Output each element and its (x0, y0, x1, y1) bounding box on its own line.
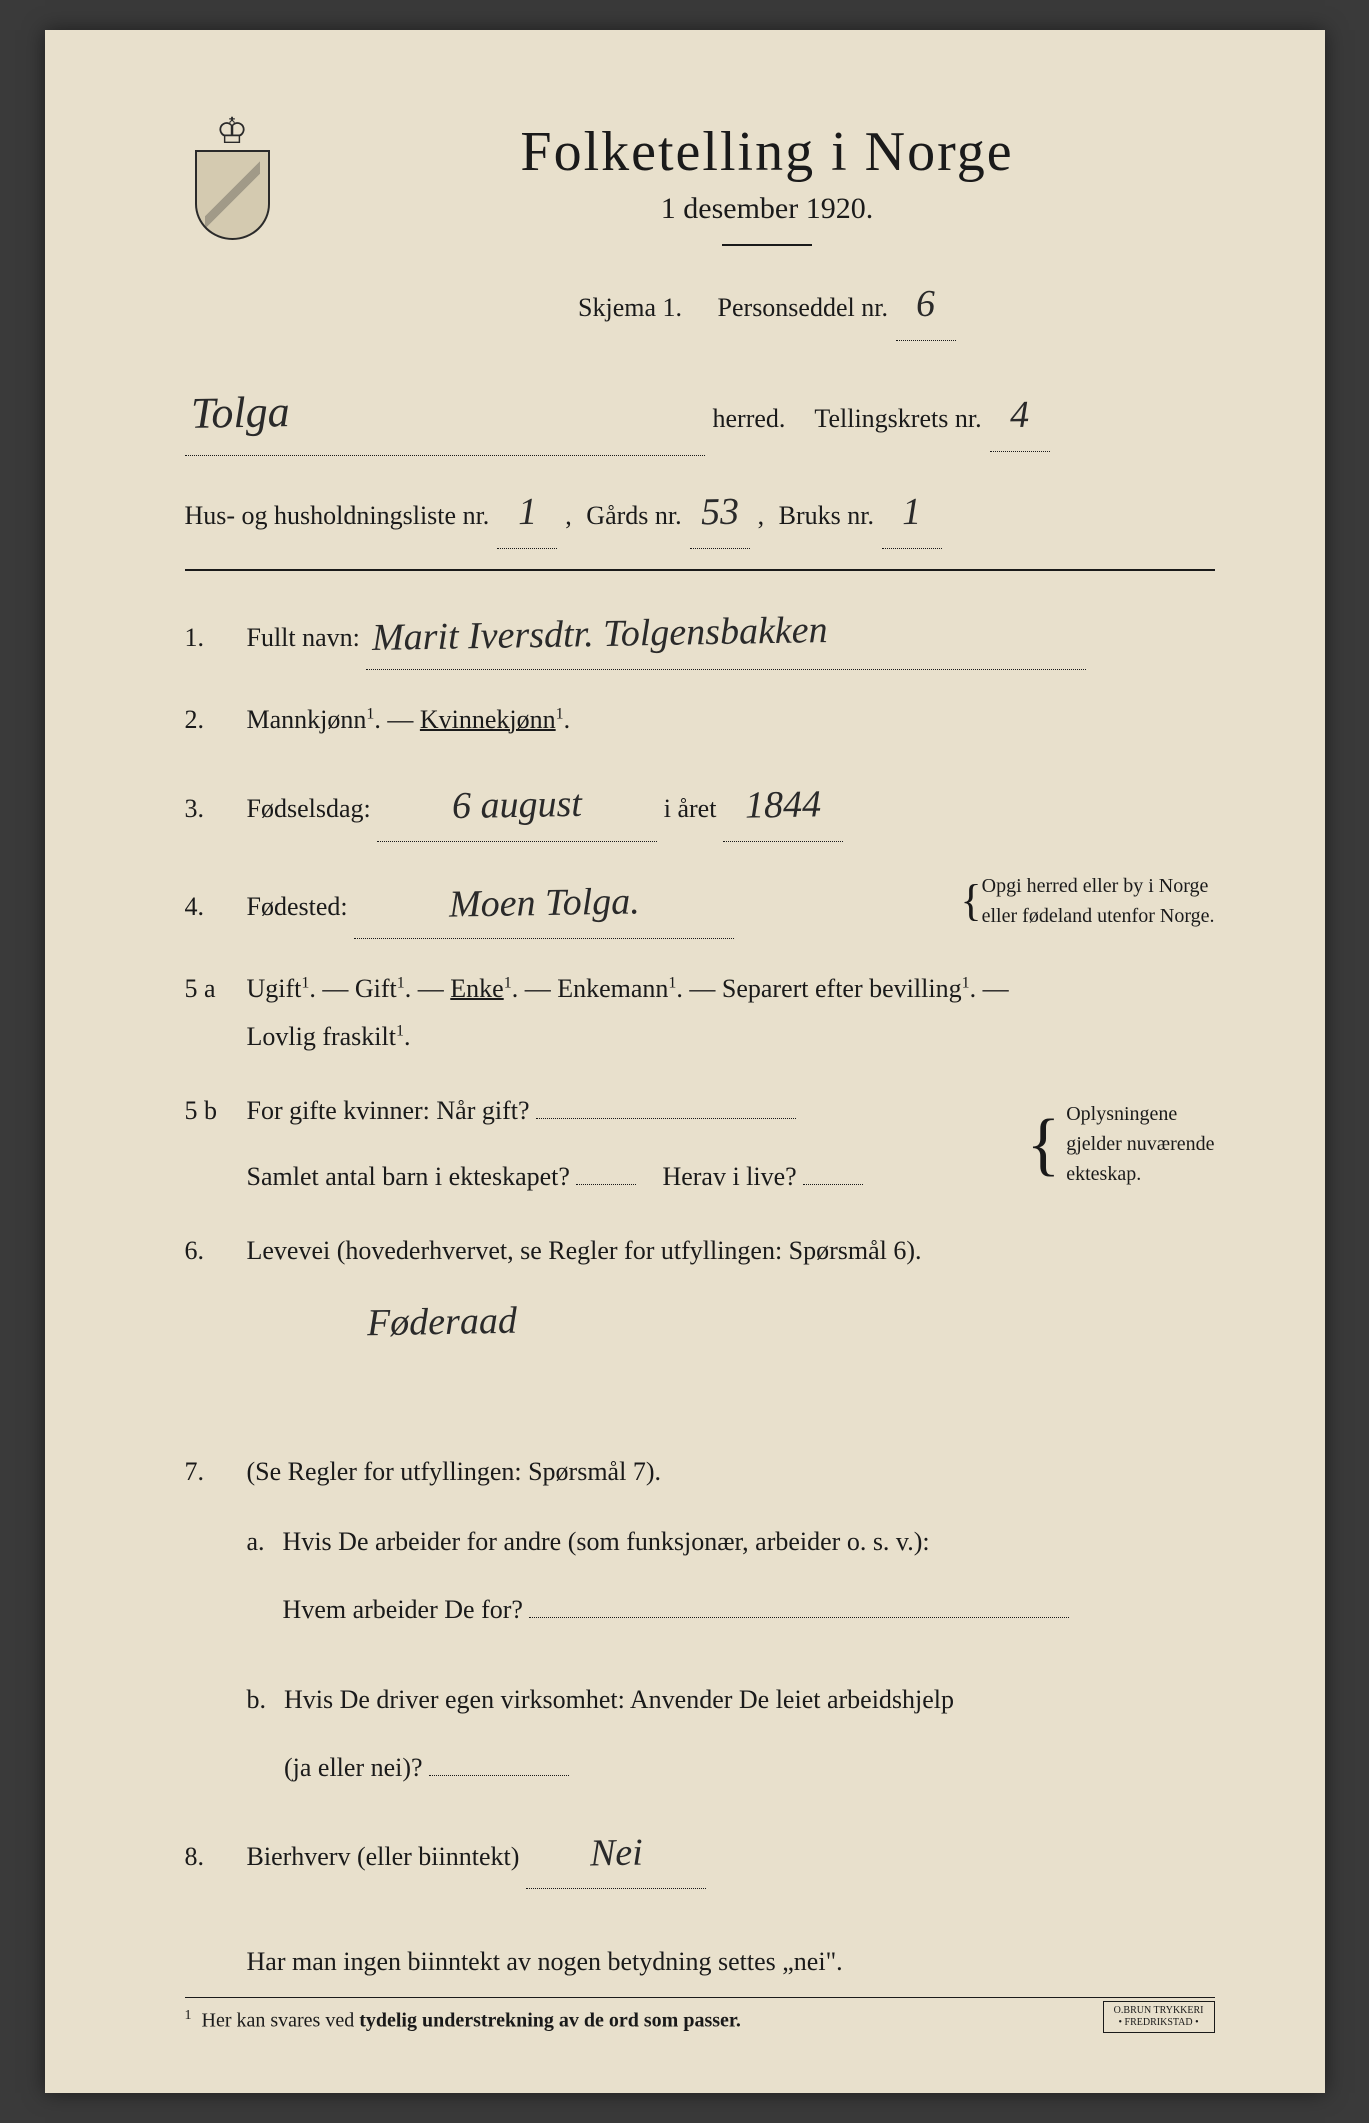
gards-value: 53 (700, 475, 739, 548)
slip-label: Personseddel nr. (718, 283, 888, 332)
q5b-label3: Herav i live? (662, 1162, 796, 1191)
main-divider (185, 569, 1215, 571)
q6-row: 6. Levevei (hovederhvervet, se Regler fo… (185, 1227, 1215, 1357)
q5a-opt6: Lovlig fraskilt (247, 1022, 396, 1051)
q2-male: Mannkjønn (247, 705, 367, 734)
q5a-opt1: Ugift (247, 974, 302, 1003)
slip-number: 6 (916, 268, 936, 341)
footnote-text: Her kan svares ved tydelig understreknin… (202, 2010, 741, 2032)
husliste-value: 1 (517, 476, 537, 549)
q4-num: 4. (185, 892, 227, 922)
q5b-note2: gjelder nuværende (1066, 1129, 1214, 1159)
q5b-num: 5 b (185, 1096, 227, 1126)
herred-label: herred. (713, 394, 786, 443)
q5a-opt3: Enke (450, 974, 503, 1003)
q3-label: Fødselsdag: (247, 794, 371, 823)
q4-row: 4. Fødested: Moen Tolga. { Opgi herred e… (185, 868, 1215, 939)
q5a-opt5: Separert efter bevilling (722, 974, 962, 1003)
q7b-label2: (ja eller nei)? (284, 1753, 423, 1782)
q6-num: 6. (185, 1236, 227, 1266)
q7-label: (Se Regler for utfyllingen: Spørsmål 7). (247, 1448, 1215, 1496)
q4-label: Fødested: (247, 892, 348, 921)
gards-label: Gårds nr. (586, 491, 681, 540)
title-block: Folketelling i Norge 1 desember 1920. Sk… (320, 120, 1215, 361)
q3-row: 3. Fødselsdag: 6 august i året 1844 (185, 770, 1215, 841)
q5a-opt4: Enkemann (557, 974, 668, 1003)
q8-value: Nei (589, 1818, 643, 1889)
q5b-note1: Oplysningene (1066, 1099, 1214, 1129)
stamp-line2: • FREDRIKSTAD • (1114, 2017, 1204, 2029)
herred-line: Tolga herred. Tellingskrets nr. 4 (185, 371, 1215, 456)
q1-value: Marit Iversdtr. Tolgensbakken (372, 595, 829, 673)
q4-note2: eller fødeland utenfor Norge. (982, 901, 1215, 931)
census-form-page: Folketelling i Norge 1 desember 1920. Sk… (45, 30, 1325, 2093)
q1-num: 1. (185, 623, 227, 653)
q7-row: 7. (Se Regler for utfyllingen: Spørsmål … (185, 1448, 1215, 1792)
title-divider (722, 244, 812, 246)
q7a-num: a. (247, 1518, 265, 1634)
subtitle: 1 desember 1920. (320, 192, 1215, 226)
q6-value: Føderaad (366, 1286, 517, 1359)
q3-day: 6 august (452, 769, 583, 842)
footnote-marker: 1 (185, 2008, 192, 2023)
q5a-row: 5 a Ugift1. — Gift1. — Enke1. — Enkemann… (185, 965, 1215, 1061)
q7b-label1: Hvis De driver egen virksomhet: Anvender… (284, 1676, 1215, 1724)
footnote-divider (185, 1997, 1215, 1998)
q8-num: 8. (185, 1842, 227, 1872)
husliste-label: Hus- og husholdningsliste nr. (185, 491, 490, 540)
q8-row: 8. Bierhverv (eller biinntekt) Nei (185, 1818, 1215, 1889)
form-id-line: Skjema 1. Personseddel nr. 6 (320, 268, 1215, 341)
q5a-num: 5 a (185, 974, 227, 1004)
husliste-line: Hus- og husholdningsliste nr. 1 , Gårds … (185, 476, 1215, 549)
q5b-label1: For gifte kvinner: Når gift? (247, 1096, 530, 1125)
q1-label: Fullt navn: (247, 623, 360, 652)
bruks-label: Bruks nr. (779, 491, 874, 540)
q5b-row: 5 b For gifte kvinner: Når gift? Samlet … (185, 1087, 1215, 1201)
q2-num: 2. (185, 705, 227, 735)
q5b-note3: ekteskap. (1066, 1159, 1214, 1189)
main-title: Folketelling i Norge (320, 120, 1215, 184)
tellingskrets-value: 4 (1009, 379, 1029, 452)
q4-value: Moen Tolga. (448, 866, 640, 940)
q8-label: Bierhverv (eller biinntekt) (247, 1842, 520, 1871)
q7b-num: b. (247, 1676, 267, 1792)
q7-num: 7. (185, 1457, 227, 1487)
coat-of-arms-icon (185, 120, 280, 250)
q7a-label2: Hvem arbeider De for? (283, 1595, 523, 1624)
q1-row: 1. Fullt navn: Marit Iversdtr. Tolgensba… (185, 599, 1215, 670)
header: Folketelling i Norge 1 desember 1920. Sk… (185, 120, 1215, 361)
bruks-value: 1 (902, 476, 922, 549)
q2-female: Kvinnekjønn (420, 705, 556, 734)
stamp-line1: O.BRUN TRYKKERI (1114, 2005, 1204, 2017)
q4-note1: Opgi herred eller by i Norge (982, 871, 1215, 901)
q3-year-label: i året (664, 794, 717, 823)
q6-label: Levevei (hovederhvervet, se Regler for u… (247, 1227, 1215, 1275)
q3-num: 3. (185, 794, 227, 824)
q3-year: 1844 (744, 770, 821, 842)
footnote: 1 Her kan svares ved tydelig understrekn… (185, 2008, 1215, 2033)
herred-value: Tolga (190, 370, 290, 455)
form-label: Skjema 1. (578, 283, 682, 332)
q5b-label2: Samlet antal barn i ekteskapet? (247, 1162, 570, 1191)
printer-stamp: O.BRUN TRYKKERI • FREDRIKSTAD • (1103, 2001, 1215, 2033)
q2-dash: — (387, 705, 420, 734)
q2-row: 2. Mannkjønn1. — Kvinnekjønn1. (185, 696, 1215, 744)
q7a-label1: Hvis De arbeider for andre (som funksjon… (283, 1518, 1215, 1566)
tellingskrets-label: Tellingskrets nr. (814, 394, 981, 443)
q5a-opt2: Gift (355, 974, 397, 1003)
bottom-note: Har man ingen biinntekt av nogen betydni… (247, 1947, 1215, 1977)
